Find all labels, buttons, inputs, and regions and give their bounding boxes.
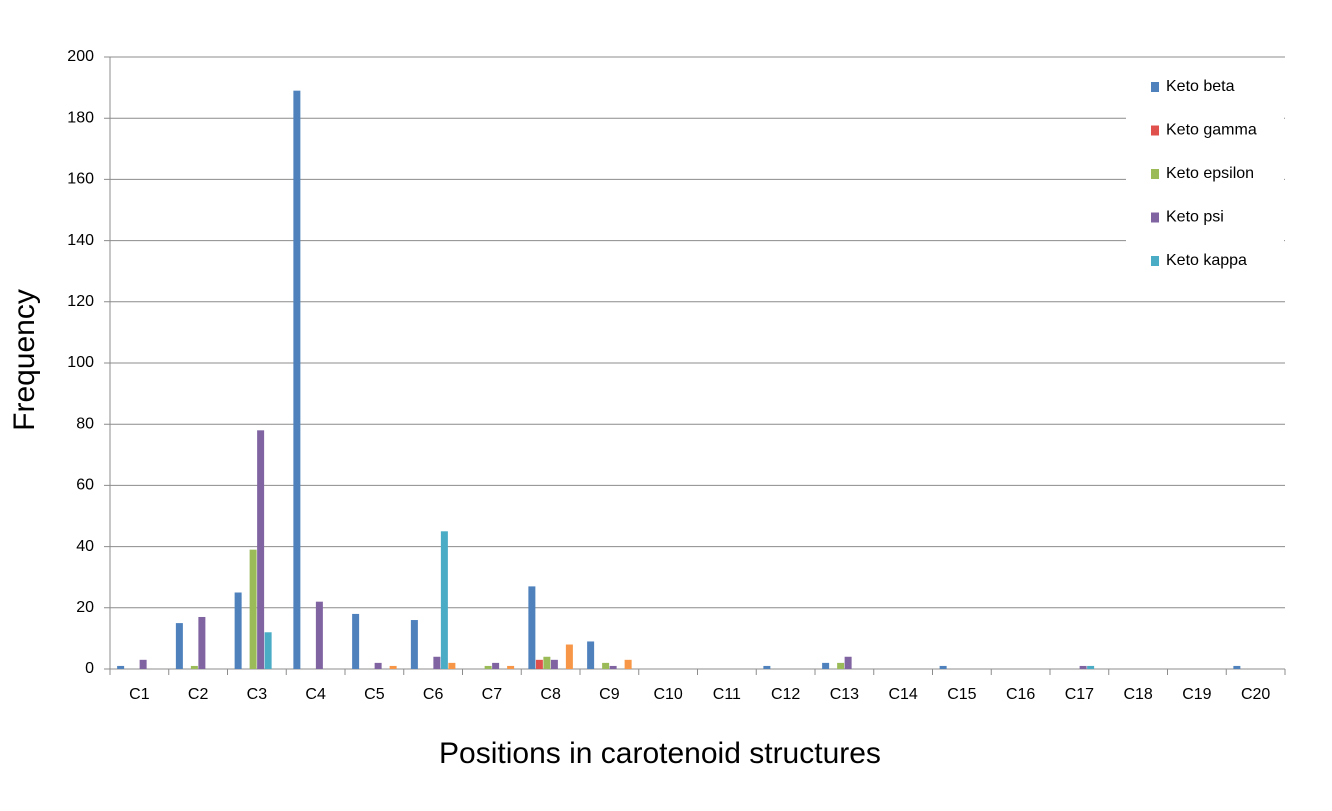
y-tick-label: 200 — [67, 48, 94, 65]
legend-label: Keto beta — [1166, 78, 1235, 95]
x-axis-title: Positions in carotenoid structures — [439, 737, 881, 770]
x-tick-label: C13 — [830, 686, 859, 703]
x-tick-label: C10 — [653, 686, 682, 703]
x-tick-label: C4 — [305, 686, 326, 703]
bar — [249, 549, 257, 669]
x-tick-label: C8 — [540, 686, 561, 703]
y-axis-title: Frequency — [8, 289, 41, 431]
y-tick-label: 0 — [85, 660, 94, 677]
bar — [484, 665, 492, 669]
legend-label: Keto kappa — [1166, 252, 1247, 269]
y-tick-label: 180 — [67, 109, 94, 126]
x-tick-label: C12 — [771, 686, 800, 703]
legend-swatch — [1151, 169, 1159, 179]
bar — [587, 641, 595, 669]
bar — [609, 665, 617, 669]
legend-swatch — [1151, 82, 1159, 92]
bar — [389, 665, 397, 669]
legend-label: Keto gamma — [1166, 122, 1257, 139]
y-tick-label: 40 — [76, 538, 94, 555]
legend-label: Keto psi — [1166, 209, 1224, 226]
bar — [822, 662, 830, 669]
y-tick-label: 60 — [76, 477, 94, 494]
x-tick-label: C17 — [1065, 686, 1094, 703]
bar — [1233, 665, 1241, 669]
bar — [507, 665, 515, 669]
bar — [374, 662, 382, 669]
x-tick-label: C3 — [247, 686, 268, 703]
x-tick-label: C18 — [1123, 686, 1152, 703]
bar — [448, 662, 456, 669]
bar — [844, 656, 852, 669]
bar — [535, 659, 543, 669]
x-tick-label: C1 — [129, 686, 150, 703]
x-tick-label: C11 — [713, 686, 741, 703]
bar — [528, 586, 536, 669]
bar — [257, 430, 265, 669]
bar — [234, 592, 242, 669]
legend-swatch — [1151, 212, 1159, 223]
bar — [293, 90, 301, 669]
x-tick-label: C7 — [482, 686, 503, 703]
bar — [352, 613, 360, 669]
bar — [837, 662, 845, 669]
x-tick-label: C5 — [364, 686, 385, 703]
legend-swatch — [1151, 125, 1159, 136]
bar — [440, 531, 448, 669]
legend-label: Keto epsilon — [1166, 165, 1254, 182]
x-tick-label: C19 — [1182, 686, 1211, 703]
bar — [190, 665, 198, 669]
x-tick-label: C2 — [188, 686, 209, 703]
bar — [198, 616, 206, 669]
x-tick-label: C15 — [947, 686, 976, 703]
bar — [175, 623, 183, 669]
y-tick-label: 140 — [67, 232, 94, 249]
bar — [543, 656, 551, 669]
x-tick-label: C20 — [1241, 686, 1270, 703]
bar — [433, 656, 441, 669]
bar — [1079, 665, 1087, 669]
bar — [492, 662, 500, 669]
bar — [939, 665, 947, 669]
legend-swatch — [1151, 256, 1159, 266]
bar — [602, 662, 610, 669]
y-tick-label: 20 — [76, 599, 94, 616]
bar — [117, 665, 125, 669]
y-tick-label: 100 — [67, 354, 94, 371]
x-tick-label: C6 — [423, 686, 444, 703]
bar — [565, 644, 573, 669]
bar — [410, 620, 418, 669]
x-tick-label: C14 — [888, 686, 917, 703]
bar — [264, 632, 272, 669]
x-tick-label: C9 — [599, 686, 620, 703]
y-tick-label: 120 — [67, 293, 94, 310]
bar — [763, 665, 771, 669]
bar — [315, 601, 323, 669]
bar — [1087, 665, 1095, 669]
bar — [139, 659, 147, 669]
x-tick-label: C16 — [1006, 686, 1035, 703]
y-tick-label: 80 — [76, 415, 94, 432]
y-tick-label: 160 — [67, 171, 94, 188]
bar — [624, 659, 632, 669]
bar — [550, 659, 558, 669]
